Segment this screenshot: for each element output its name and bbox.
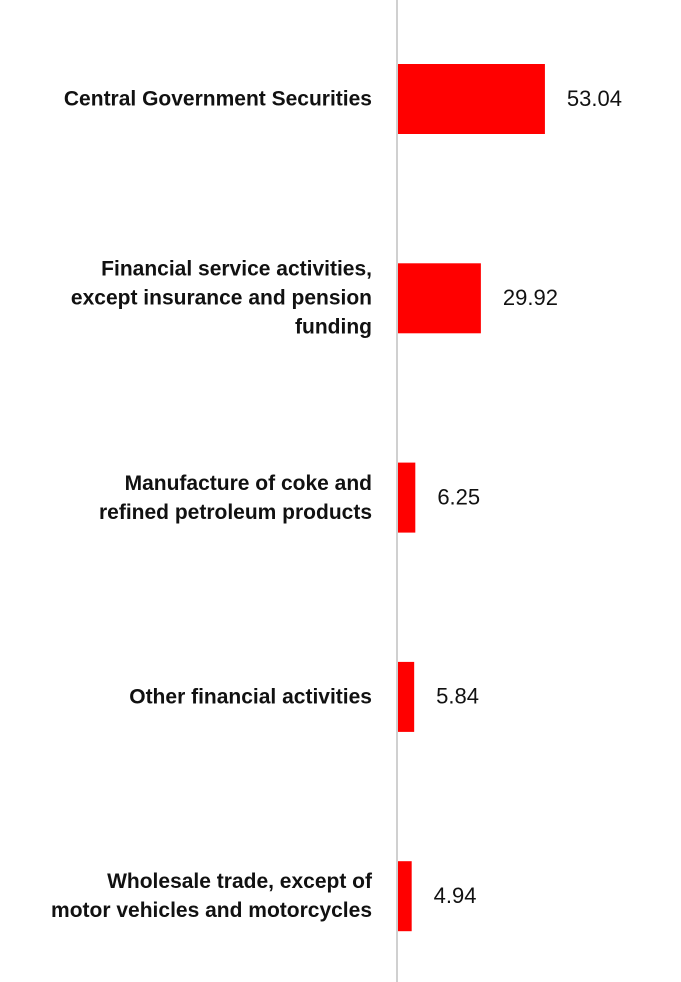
value-label: 6.25 — [437, 484, 480, 509]
bar — [398, 462, 416, 533]
category-label: Central Government Securities — [63, 87, 372, 111]
value-label: 29.92 — [503, 285, 558, 310]
bar — [398, 64, 545, 134]
category-label: Financial service activities, except ins… — [70, 257, 372, 339]
category-label: Other financial activities — [129, 685, 372, 709]
category-label: Manufacture of coke and refined petroleu… — [98, 471, 372, 524]
bar — [398, 263, 481, 334]
bar — [398, 661, 415, 732]
value-label: 5.84 — [436, 684, 479, 709]
category-label: Wholesale trade, except of motor vehicle… — [51, 870, 372, 923]
bar — [398, 861, 412, 932]
value-label: 53.04 — [567, 86, 622, 111]
value-label: 4.94 — [434, 883, 477, 908]
